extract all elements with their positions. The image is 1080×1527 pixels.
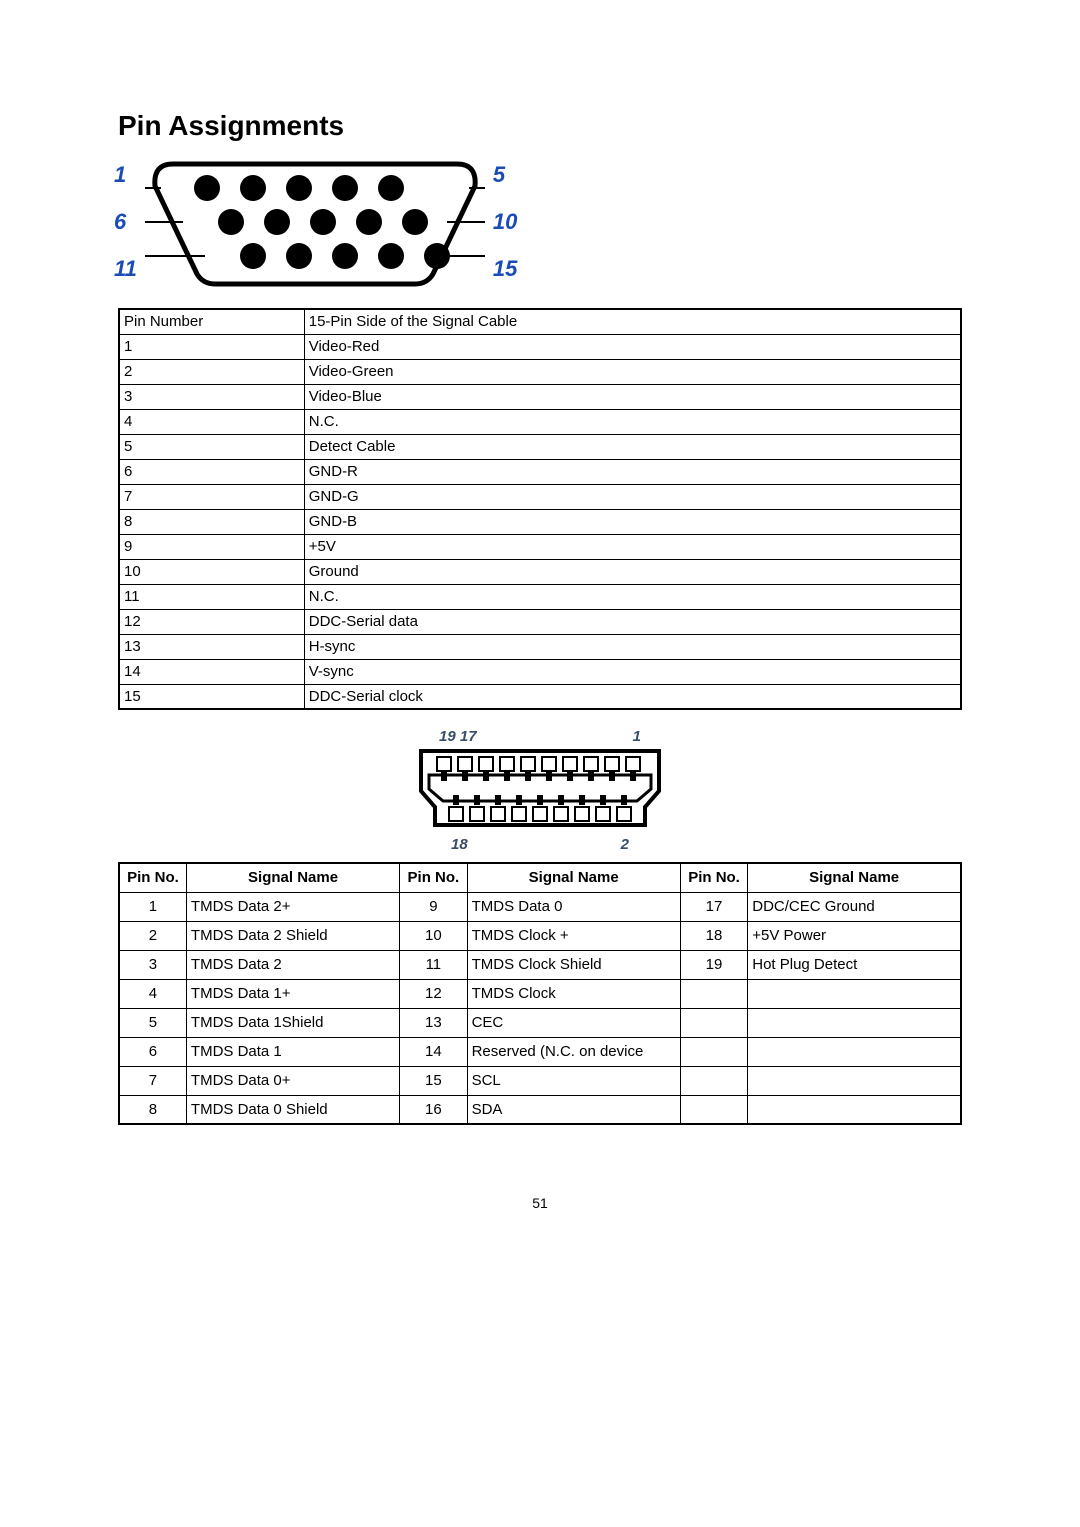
hdmi-label-18: 18: [451, 836, 468, 853]
table-row: 14V-sync: [119, 659, 961, 684]
table-row: 9+5V: [119, 534, 961, 559]
hdmi-label-1: 1: [633, 728, 641, 745]
hdmi-label-2: 2: [621, 836, 629, 853]
vga-label-15: 15: [493, 256, 517, 282]
table-row: 13H-sync: [119, 634, 961, 659]
table-row: 3Video-Blue: [119, 384, 961, 409]
table-row: 12DDC-Serial data: [119, 609, 961, 634]
table-row: 6TMDS Data 114Reserved (N.C. on device: [119, 1037, 961, 1066]
vga-table-header-pin: Pin Number: [119, 309, 304, 334]
table-row: 7TMDS Data 0+15SCL: [119, 1066, 961, 1095]
table-row: 5Detect Cable: [119, 434, 961, 459]
hdmi-pin-table: Pin No.Signal NamePin No.Signal NamePin …: [118, 862, 962, 1125]
hdmi-label-19-17: 19 17: [439, 728, 477, 745]
table-row: 11N.C.: [119, 584, 961, 609]
page-title: Pin Assignments: [118, 110, 962, 142]
hdmi-header-pin: Pin No.: [400, 863, 467, 892]
table-row: 8TMDS Data 0 Shield16SDA: [119, 1095, 961, 1124]
vga-pin-table: Pin Number15-Pin Side of the Signal Cabl…: [118, 308, 962, 710]
vga-label-5: 5: [493, 162, 517, 188]
table-row: 15DDC-Serial clock: [119, 684, 961, 709]
table-row: 4TMDS Data 1+12TMDS Clock: [119, 979, 961, 1008]
hdmi-connector-icon: [411, 745, 669, 831]
vga-left-labels: 1 6 11: [114, 162, 137, 282]
vga-table-header-signal: 15-Pin Side of the Signal Cable: [304, 309, 961, 334]
hdmi-connector-diagram: 19 17 1 18 2: [118, 728, 962, 854]
hdmi-header-pin: Pin No.: [680, 863, 747, 892]
table-row: 4N.C.: [119, 409, 961, 434]
page-number: 51: [118, 1195, 962, 1211]
vga-right-labels: 5 10 15: [493, 162, 517, 282]
vga-label-1: 1: [114, 162, 137, 188]
vga-label-10: 10: [493, 209, 517, 235]
vga-connector-diagram: 1 6 11 5 10 15: [114, 156, 962, 288]
hdmi-header-signal: Signal Name: [748, 863, 961, 892]
table-row: 5TMDS Data 1Shield13CEC: [119, 1008, 961, 1037]
table-row: 7GND-G: [119, 484, 961, 509]
table-row: 2TMDS Data 2 Shield10TMDS Clock +18+5V P…: [119, 921, 961, 950]
page-container: Pin Assignments 1 6 11 5 10 15 Pin Numbe…: [0, 0, 1080, 1261]
table-row: 3TMDS Data 211TMDS Clock Shield19Hot Plu…: [119, 950, 961, 979]
table-row: 2Video-Green: [119, 359, 961, 384]
table-row: 1Video-Red: [119, 334, 961, 359]
vga-connector-icon: [145, 156, 485, 288]
hdmi-header-pin: Pin No.: [119, 863, 186, 892]
vga-label-11: 11: [114, 256, 137, 282]
table-row: 8GND-B: [119, 509, 961, 534]
hdmi-header-signal: Signal Name: [467, 863, 680, 892]
table-row: 1TMDS Data 2+9TMDS Data 017DDC/CEC Groun…: [119, 892, 961, 921]
hdmi-header-signal: Signal Name: [186, 863, 399, 892]
vga-label-6: 6: [114, 209, 137, 235]
table-row: 6GND-R: [119, 459, 961, 484]
table-row: 10Ground: [119, 559, 961, 584]
